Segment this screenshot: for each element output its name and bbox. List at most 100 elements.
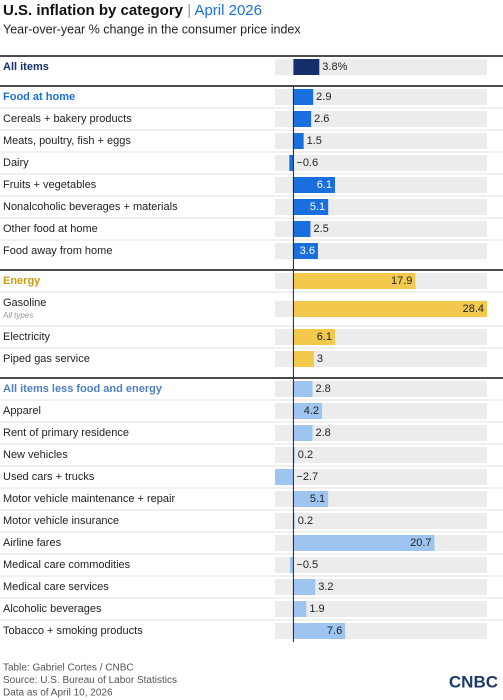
group-label: All items [3,61,49,73]
bar [293,447,295,463]
bar-bg [275,351,487,367]
row-label: Nonalcoholic beverages + materials [3,201,178,213]
value-label: 3.6 [300,245,315,257]
title-sep: | [183,2,194,19]
bar-bg [275,403,487,419]
value-label: 6.1 [317,331,332,343]
title-date: April 2026 [194,2,262,19]
row-label: Piped gas service [3,353,90,365]
bar [293,535,435,551]
bar [293,177,335,193]
bar [289,155,294,171]
footer-text: Data as of April 10, 2026 [3,688,113,699]
bar [293,513,295,529]
row-label: Motor vehicle maintenance + repair [3,493,175,505]
value-label: 1.9 [309,603,324,615]
bar-bg [275,513,487,529]
value-label: 2.8 [315,427,330,439]
row-label: Gasoline [3,297,46,309]
bar [293,491,329,507]
value-label: 28.4 [463,303,484,315]
value-label: 3 [317,353,323,365]
row-label: Apparel [3,405,41,417]
value-label: 1.5 [307,135,322,147]
value-label: 0.2 [298,515,313,527]
row-label: Motor vehicle insurance [3,515,119,527]
group-label: Energy [3,275,41,287]
bar-bg [275,89,487,105]
value-label: −2.7 [296,471,318,483]
value-label: 5.1 [310,493,325,505]
bar-bg [275,133,487,149]
value-label: 6.1 [317,179,332,191]
bar [293,273,416,289]
bar [293,199,329,215]
bar [293,403,323,419]
value-label: 20.7 [410,537,431,549]
value-label: 5.1 [310,201,325,213]
value-label: 7.6 [327,625,342,637]
value-label: 2.9 [316,91,331,103]
bar [293,243,318,259]
value-label: 0.2 [298,449,313,461]
row-label: Food away from home [3,245,112,257]
row-label: Medical care services [3,581,109,593]
bar [293,329,335,345]
bar [293,351,314,367]
bar [293,89,314,105]
footer-text: Table: Gabriel Cortes / CNBC [3,663,134,674]
row-label: Meats, poultry, fish + eggs [3,135,131,147]
bar [293,59,320,75]
row-label: Fruits + vegetables [3,179,97,191]
title-text: U.S. inflation by category [3,2,184,19]
bar [289,557,294,573]
bar-bg [275,601,487,617]
bar-bg [275,425,487,441]
bar-bg [275,59,487,75]
value-label: 3.2 [318,581,333,593]
bar [293,601,307,617]
value-label: −0.5 [296,559,318,571]
subtitle: Year-over-year % change in the consumer … [3,22,301,36]
row-label: Electricity [3,331,51,343]
logo: CNBC [449,672,498,691]
bar [293,425,313,441]
row-label: Rent of primary residence [3,427,129,439]
bar-bg [275,155,487,171]
row-label: Medical care commodities [3,559,131,571]
value-label: 4.2 [304,405,319,417]
value-label: −0.6 [296,157,318,169]
bar [293,221,311,237]
row-label: Dairy [3,157,29,169]
bar [293,623,346,639]
bar [293,381,313,397]
bar-bg [275,579,487,595]
bar-bg [275,469,487,485]
bar [293,579,316,595]
group-label: Food at home [3,91,75,103]
row-note: All types [2,311,33,320]
bar-bg [275,221,487,237]
value-label: 2.8 [315,383,330,395]
bar [293,133,304,149]
value-label: 2.6 [314,113,329,125]
bar-bg [275,447,487,463]
bar-bg [275,557,487,573]
bar-bg [275,111,487,127]
row-label: Other food at home [3,223,98,235]
group-label: All items less food and energy [3,383,163,395]
footer-text: Source: U.S. Bureau of Labor Statistics [3,675,177,686]
row-label: New vehicles [3,449,68,461]
bar [293,301,487,317]
bar-bg [275,381,487,397]
bar [293,111,312,127]
bar [275,469,294,485]
row-label: Used cars + trucks [3,471,95,483]
chart-title: U.S. inflation by category | April 2026 [3,2,262,19]
row-label: Alcoholic beverages [3,603,102,615]
bar-bg [275,243,487,259]
row-label: Tobacco + smoking products [3,625,143,637]
value-label: 3.8% [322,61,347,73]
value-label: 17.9 [391,275,412,287]
